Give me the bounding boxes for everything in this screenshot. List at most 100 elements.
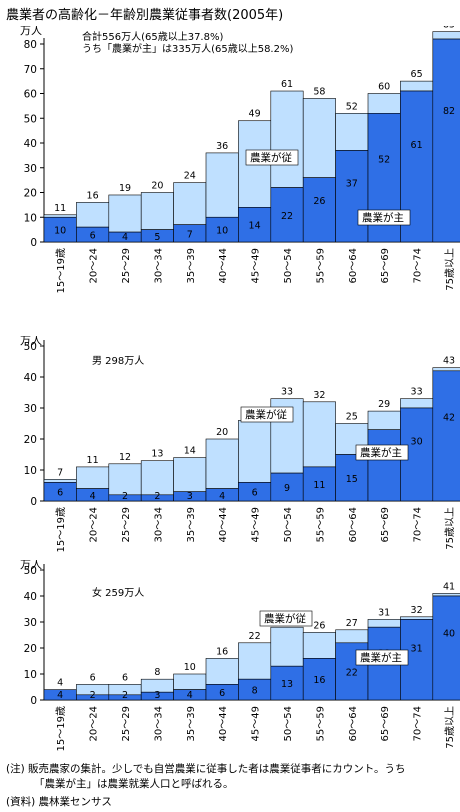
y-tick-label: 20 bbox=[24, 188, 37, 200]
bar-main-value-label: 9 bbox=[284, 483, 290, 494]
bar-total-label: 60 bbox=[378, 82, 390, 93]
bar-sub-segment bbox=[302, 632, 336, 659]
chart-annotation: 合計556万人(65歳以上37.8%) bbox=[82, 30, 223, 43]
bar-main-segment bbox=[335, 454, 369, 502]
bar-main-value-label: 16 bbox=[313, 675, 325, 686]
x-tick-label: 50～54 bbox=[283, 248, 294, 283]
bar-main-value-label: 61 bbox=[411, 140, 423, 151]
bar-main-value-label: 10 bbox=[216, 226, 228, 237]
bar-main-value-label: 22 bbox=[281, 211, 293, 222]
bar-total-label: 10 bbox=[184, 662, 196, 673]
bar-sub-segment bbox=[205, 658, 239, 685]
bar-sub-segment bbox=[302, 98, 336, 178]
y-tick-label: 40 bbox=[24, 372, 37, 384]
bar-sub-segment bbox=[76, 202, 110, 228]
series-label-main: 農業が主 bbox=[360, 651, 402, 664]
bar-main-value-label: 4 bbox=[219, 491, 225, 502]
bar-total-label: 61 bbox=[281, 79, 293, 90]
bar-main-value-label: 10 bbox=[54, 226, 66, 237]
bar-total-label: 11 bbox=[87, 455, 99, 466]
x-tick-label: 60～64 bbox=[348, 248, 359, 283]
series-label-sub: 農業が従 bbox=[245, 408, 287, 421]
bar-main-value-label: 2 bbox=[122, 690, 128, 701]
bar-sub-segment bbox=[432, 31, 460, 40]
bar-main-segment bbox=[302, 658, 336, 701]
bar-sub-segment bbox=[43, 479, 77, 483]
series-label-main-box bbox=[355, 649, 409, 666]
y-tick-label: 20 bbox=[24, 643, 37, 655]
x-tick-label: 65～69 bbox=[380, 248, 391, 283]
x-tick-label: 65～69 bbox=[380, 507, 391, 542]
y-tick-label: 30 bbox=[24, 403, 37, 415]
y-tick-label: 60 bbox=[24, 89, 37, 101]
bar-total-label: 6 bbox=[90, 672, 96, 683]
bar-sub-segment bbox=[140, 460, 174, 496]
y-tick-label: 10 bbox=[24, 212, 37, 224]
bar-total-label: 85 bbox=[443, 26, 455, 31]
footnote: (注) 販売農家の集計。少しでも自営農業に従事した者は農業従事者にカウント。うち… bbox=[6, 762, 406, 792]
bar-total-label: 20 bbox=[151, 181, 163, 192]
bar-main-value-label: 4 bbox=[122, 232, 128, 243]
bar-total-label: 4 bbox=[57, 678, 63, 689]
bar-main-segment bbox=[270, 665, 304, 701]
y-tick-label: 0 bbox=[30, 237, 37, 249]
series-label-sub-box bbox=[240, 406, 294, 423]
bar-main-segment bbox=[367, 429, 401, 502]
x-tick-label: 50～54 bbox=[283, 507, 294, 542]
x-tick-label: 75歳以上 bbox=[444, 507, 456, 550]
bar-main-segment bbox=[205, 216, 239, 243]
x-tick-label: 60～64 bbox=[348, 706, 359, 741]
bar-total-label: 26 bbox=[313, 620, 325, 631]
x-tick-label: 25～29 bbox=[121, 507, 132, 542]
x-tick-label: 40～44 bbox=[218, 507, 229, 542]
y-tick-label: 50 bbox=[24, 341, 37, 353]
unit-label: 万人 bbox=[20, 336, 42, 347]
x-tick-label: 40～44 bbox=[218, 248, 229, 283]
bar-total-label: 36 bbox=[216, 141, 228, 152]
bar-total-label: 6 bbox=[122, 672, 128, 683]
bar-total-label: 33 bbox=[281, 387, 293, 398]
bar-main-value-label: 31 bbox=[411, 644, 423, 655]
x-tick-label: 55～59 bbox=[315, 248, 326, 283]
bar-sub-segment bbox=[76, 466, 110, 489]
series-label-sub: 農業が従 bbox=[250, 151, 292, 164]
x-tick-label: 35～39 bbox=[186, 706, 197, 741]
bar-main-value-label: 42 bbox=[443, 412, 455, 423]
chart-annotation: 女 259万人 bbox=[92, 586, 144, 599]
bar-main-value-label: 11 bbox=[313, 480, 325, 491]
bar-total-label: 41 bbox=[443, 581, 455, 592]
bar-main-value-label: 2 bbox=[122, 491, 128, 502]
x-tick-label: 15～19歳 bbox=[55, 507, 67, 552]
bar-main-value-label: 82 bbox=[443, 106, 455, 117]
bar-total-label: 24 bbox=[184, 171, 196, 182]
x-tick-label: 30～34 bbox=[153, 706, 164, 741]
x-tick-label: 55～59 bbox=[315, 706, 326, 741]
bar-main-segment bbox=[432, 370, 460, 502]
bar-main-value-label: 3 bbox=[154, 690, 160, 701]
bar-sub-segment bbox=[43, 214, 77, 218]
bar-total-label: 14 bbox=[184, 446, 196, 457]
x-tick-label: 25～29 bbox=[121, 706, 132, 741]
x-tick-label: 45～49 bbox=[251, 706, 262, 741]
bar-main-value-label: 5 bbox=[154, 232, 160, 243]
x-tick-label: 50～54 bbox=[283, 706, 294, 741]
chart-male: 万人 0 10 20 30 40 50 男 298万人 6 7 15～19歳 4 11 20～24 2 12 2… bbox=[20, 336, 460, 552]
bar-total-label: 58 bbox=[313, 86, 325, 97]
bar-main-value-label: 40 bbox=[443, 628, 455, 639]
bar-sub-segment bbox=[173, 182, 207, 225]
bar-sub-segment bbox=[270, 90, 304, 188]
y-tick-label: 30 bbox=[24, 617, 37, 629]
x-tick-label: 35～39 bbox=[186, 248, 197, 283]
x-tick-label: 70～74 bbox=[413, 507, 424, 542]
series-label-main: 農業が主 bbox=[360, 446, 402, 459]
y-tick-label: 20 bbox=[24, 434, 37, 446]
x-tick-label: 20～24 bbox=[89, 507, 100, 542]
x-tick-label: 45～49 bbox=[251, 248, 262, 283]
x-tick-label: 15～19歳 bbox=[55, 706, 67, 751]
bar-sub-segment bbox=[335, 113, 369, 151]
bar-sub-segment bbox=[205, 438, 239, 489]
y-tick-label: 0 bbox=[30, 695, 37, 707]
footnote-line-2: 「農業が主」は農業就業人口と呼ばれる。 bbox=[34, 778, 234, 790]
bar-total-label: 32 bbox=[411, 605, 423, 616]
